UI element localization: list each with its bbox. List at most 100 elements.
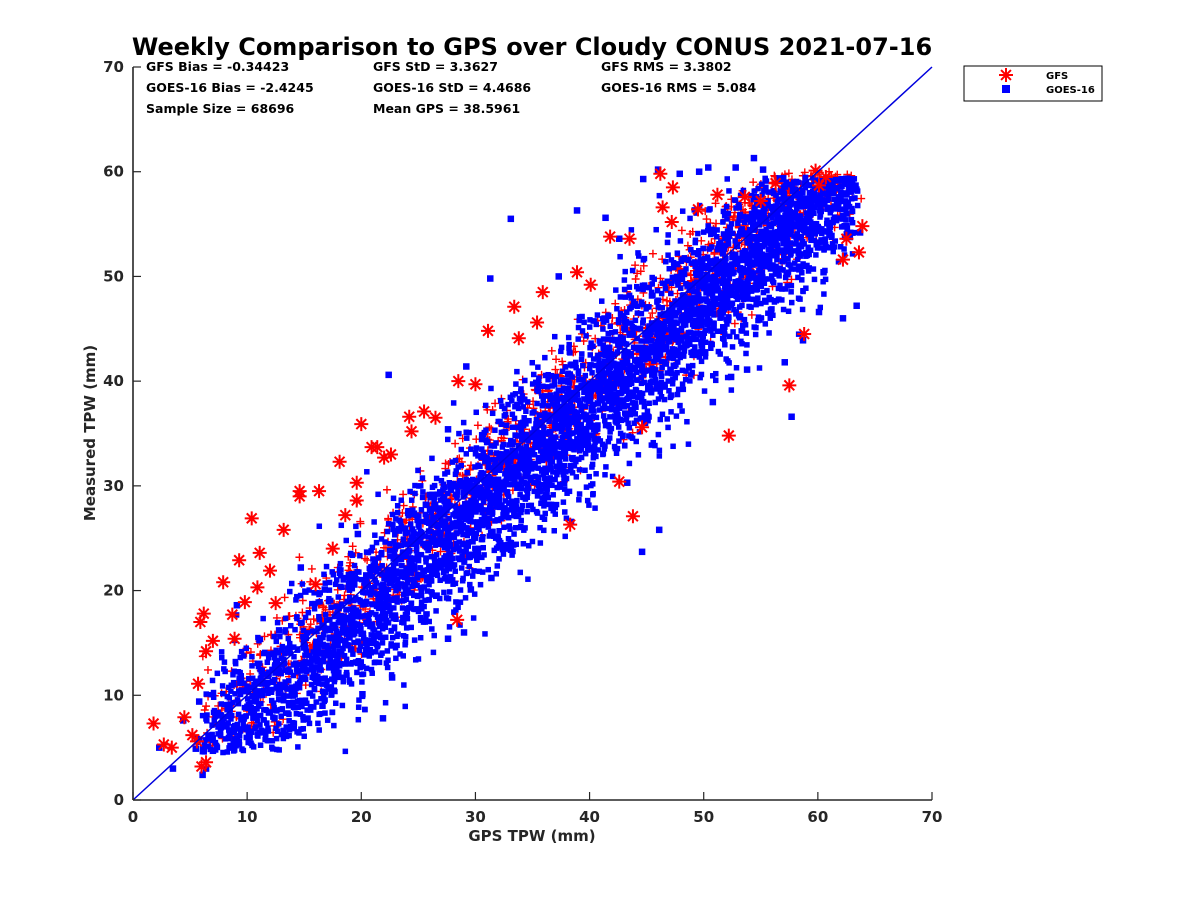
goes16-density-point — [330, 667, 337, 674]
goes16-density-point — [350, 651, 356, 657]
goes16-density-point — [598, 351, 604, 358]
goes16-density-point — [802, 175, 808, 181]
goes16-density-point — [621, 442, 628, 449]
goes16-density-point — [839, 198, 846, 205]
goes16-density-point — [376, 565, 382, 572]
goes16-density-point — [373, 640, 379, 647]
goes16-density-point — [422, 597, 428, 604]
goes16-density-point — [444, 490, 451, 497]
goes16-density-point — [675, 386, 682, 393]
goes16-density-point — [303, 716, 309, 723]
goes16-density-point — [690, 250, 697, 256]
goes16-density-point — [401, 584, 407, 590]
goes16-density-point — [316, 651, 322, 657]
goes16-density-point — [483, 427, 489, 433]
goes16-density-point — [670, 355, 677, 362]
goes16-density-point — [668, 409, 674, 415]
goes16-density-point — [735, 278, 741, 284]
goes16-density-point — [664, 278, 671, 285]
goes16-density-point — [594, 312, 601, 318]
goes16-density-point — [376, 659, 383, 666]
goes16-density-point — [484, 494, 490, 500]
goes16-density-point — [516, 465, 523, 472]
goes16-density-point — [511, 531, 517, 537]
goes16-density-point — [553, 463, 560, 469]
goes16-density-point — [418, 529, 425, 536]
goes16-density-point — [628, 350, 634, 357]
goes16-density-point — [553, 454, 559, 460]
gfs-density-point — [558, 357, 567, 366]
goes16-density-point — [595, 352, 601, 359]
goes16-density-point — [813, 252, 819, 258]
goes16-density-point — [579, 442, 586, 448]
goes16-density-point — [555, 469, 561, 475]
goes16-density-point — [566, 429, 572, 436]
goes16-density-point — [429, 455, 435, 462]
gfs-density-point — [202, 702, 211, 711]
goes16-density-point — [470, 539, 476, 545]
goes16-density-point — [463, 570, 470, 577]
goes16-density-point — [510, 439, 516, 445]
goes16-density-point — [377, 634, 384, 641]
goes16-density-point — [573, 359, 579, 366]
goes16-density-point — [601, 402, 608, 408]
gfs-density-point — [697, 236, 706, 245]
goes16-density-point — [688, 260, 695, 266]
goes16-density-point — [467, 581, 473, 588]
goes16-density-point — [700, 229, 707, 235]
goes16-density-point — [448, 532, 455, 538]
goes16-density-point — [509, 441, 516, 448]
goes16-density-point — [249, 663, 255, 669]
goes16-density-point — [244, 683, 250, 689]
goes16-density-point — [330, 634, 336, 641]
goes16-density-point — [714, 246, 721, 253]
goes16-density-point — [257, 636, 264, 643]
goes16-density-point — [595, 436, 601, 442]
goes16-density-point — [470, 519, 476, 525]
goes16-density-point — [372, 556, 378, 563]
goes16-density-point — [723, 255, 729, 262]
goes16-density-point — [708, 345, 714, 352]
goes16-density-point — [501, 524, 507, 531]
goes16-density-point — [209, 731, 215, 738]
goes16-density-point — [767, 315, 774, 321]
goes16-density-point — [458, 446, 465, 453]
goes16-density-point — [343, 669, 350, 676]
goes16-density-point — [522, 431, 529, 438]
goes16-density-point — [480, 499, 487, 505]
goes16-density-point — [508, 454, 514, 461]
goes16-density-point — [311, 606, 318, 612]
goes16-density-point — [639, 363, 646, 369]
goes16-density-point — [368, 589, 375, 595]
goes16-density-point — [841, 246, 847, 252]
goes16-density-point — [392, 614, 399, 620]
goes16-density-point — [604, 405, 610, 412]
goes16-density-point — [540, 434, 546, 440]
goes16-density-point — [282, 667, 288, 674]
goes16-density-point — [583, 384, 589, 391]
goes16-density-point — [724, 216, 730, 222]
goes16-density-point — [288, 644, 294, 650]
goes16-density-point — [695, 284, 701, 290]
gfs-density-point — [702, 215, 711, 224]
goes16-density-point — [668, 370, 675, 377]
goes16-density-point — [670, 443, 676, 450]
goes16-density-point — [766, 256, 773, 263]
goes16-density-point — [691, 333, 697, 339]
goes16-density-point — [538, 500, 544, 507]
goes16-density-point — [500, 551, 507, 557]
goes16-density-point — [613, 450, 620, 457]
goes16-density-point — [428, 578, 435, 584]
goes16-density-point — [668, 257, 675, 263]
goes16-density-point — [630, 332, 636, 338]
goes16-density-point — [547, 430, 554, 436]
goes16-density-point — [407, 541, 413, 547]
goes16-density-point — [834, 204, 841, 211]
goes16-density-point — [248, 729, 255, 735]
goes16-density-point — [398, 542, 405, 549]
goes16-density-point — [353, 523, 359, 530]
goes16-density-point — [787, 240, 793, 246]
goes16-density-point — [655, 304, 662, 310]
goes16-density-point — [814, 239, 821, 246]
goes16-density-point — [699, 322, 705, 329]
